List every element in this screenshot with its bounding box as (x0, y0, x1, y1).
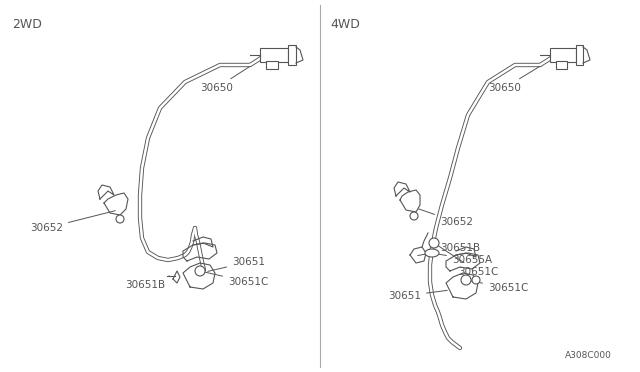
Text: 30651B: 30651B (125, 276, 170, 290)
FancyBboxPatch shape (576, 45, 583, 65)
Text: 30652: 30652 (30, 211, 115, 233)
FancyBboxPatch shape (550, 48, 576, 62)
FancyBboxPatch shape (556, 61, 567, 69)
Circle shape (429, 238, 439, 248)
Circle shape (195, 266, 205, 276)
Text: 30651B: 30651B (418, 243, 480, 256)
Text: 30651: 30651 (388, 291, 447, 301)
Circle shape (116, 215, 124, 223)
Ellipse shape (425, 249, 439, 257)
Text: 30651C: 30651C (468, 280, 529, 293)
Text: 30650: 30650 (488, 67, 540, 93)
FancyBboxPatch shape (288, 45, 296, 65)
Circle shape (461, 275, 471, 285)
FancyBboxPatch shape (266, 61, 278, 69)
Text: 30651C: 30651C (436, 244, 499, 277)
Text: 30652: 30652 (419, 209, 473, 227)
Text: 2WD: 2WD (12, 18, 42, 31)
Circle shape (472, 276, 480, 284)
Circle shape (410, 212, 418, 220)
Text: 30655A: 30655A (435, 253, 492, 265)
Text: 30651C: 30651C (203, 272, 268, 287)
Text: 30650: 30650 (200, 67, 250, 93)
Text: 4WD: 4WD (330, 18, 360, 31)
Text: 30651: 30651 (208, 257, 265, 272)
Text: A308C000: A308C000 (565, 351, 612, 360)
FancyBboxPatch shape (260, 48, 288, 62)
